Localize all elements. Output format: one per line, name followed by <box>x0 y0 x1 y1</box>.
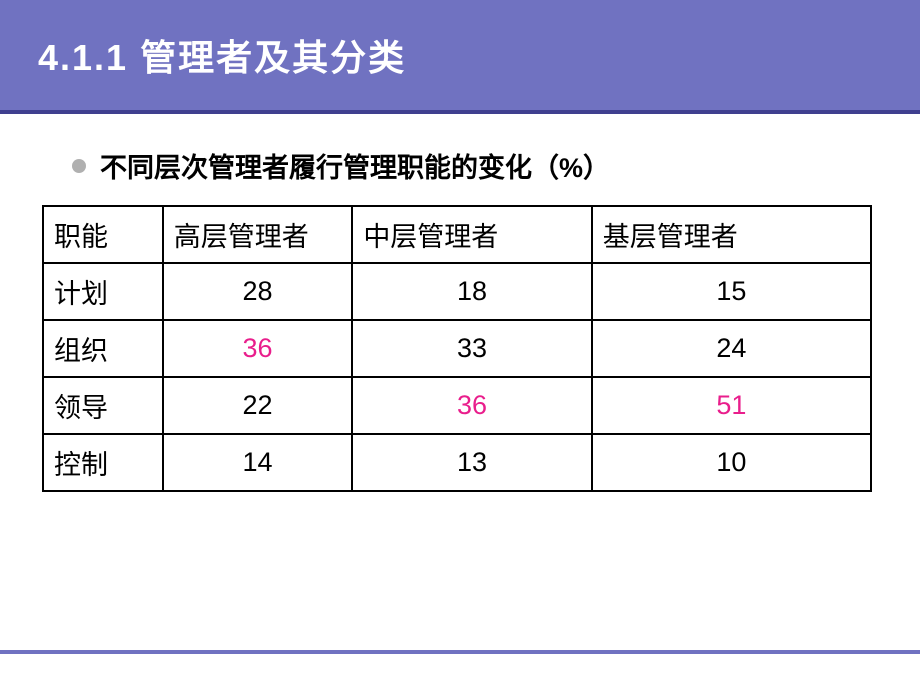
cell-value: 13 <box>352 434 591 491</box>
table-header-cell: 职能 <box>43 206 163 263</box>
slide-header: 4.1.1 管理者及其分类 <box>0 0 920 110</box>
bullet-item: 不同层次管理者履行管理职能的变化（%） <box>72 146 878 185</box>
table-row: 控制 14 13 10 <box>43 434 871 491</box>
cell-value: 22 <box>163 377 353 434</box>
slide-title: 4.1.1 管理者及其分类 <box>38 29 406 81</box>
cell-value: 33 <box>352 320 591 377</box>
slide-content: 不同层次管理者履行管理职能的变化（%） 职能 高层管理者 中层管理者 基层管理者… <box>0 114 920 492</box>
cell-value: 51 <box>592 377 871 434</box>
cell-value: 14 <box>163 434 353 491</box>
footer-divider <box>0 650 920 654</box>
table-header-cell: 中层管理者 <box>352 206 591 263</box>
cell-value: 15 <box>592 263 871 320</box>
row-label: 控制 <box>43 434 163 491</box>
table-row: 领导 22 36 51 <box>43 377 871 434</box>
table-row: 组织 36 33 24 <box>43 320 871 377</box>
management-table: 职能 高层管理者 中层管理者 基层管理者 计划 28 18 15 组织 36 3… <box>42 205 872 492</box>
cell-value: 24 <box>592 320 871 377</box>
row-label: 计划 <box>43 263 163 320</box>
bullet-icon <box>72 159 86 173</box>
cell-value: 36 <box>352 377 591 434</box>
row-label: 领导 <box>43 377 163 434</box>
cell-value: 28 <box>163 263 353 320</box>
cell-value: 18 <box>352 263 591 320</box>
table-row: 计划 28 18 15 <box>43 263 871 320</box>
cell-value: 36 <box>163 320 353 377</box>
table-header-row: 职能 高层管理者 中层管理者 基层管理者 <box>43 206 871 263</box>
table-header-cell: 基层管理者 <box>592 206 871 263</box>
row-label: 组织 <box>43 320 163 377</box>
cell-value: 10 <box>592 434 871 491</box>
table-header-cell: 高层管理者 <box>163 206 353 263</box>
bullet-text: 不同层次管理者履行管理职能的变化（%） <box>100 146 610 185</box>
